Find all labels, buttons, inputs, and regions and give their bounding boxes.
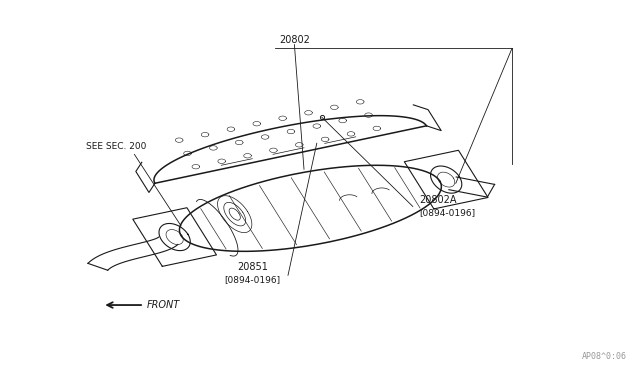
Text: SEE SEC. 200: SEE SEC. 200 bbox=[86, 142, 147, 151]
Text: [0894-0196]: [0894-0196] bbox=[419, 209, 476, 218]
Text: 20802A: 20802A bbox=[419, 195, 457, 205]
Text: 20851: 20851 bbox=[237, 262, 268, 272]
Text: AP08^0:06: AP08^0:06 bbox=[582, 352, 627, 361]
Text: 20802: 20802 bbox=[279, 35, 310, 45]
Text: FRONT: FRONT bbox=[147, 300, 180, 310]
Text: [0894-0196]: [0894-0196] bbox=[225, 276, 281, 285]
